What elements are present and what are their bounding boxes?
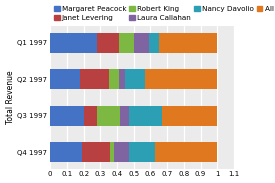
Bar xyxy=(80,69,109,89)
Bar xyxy=(84,106,97,126)
Bar xyxy=(125,69,145,89)
Bar xyxy=(119,33,134,53)
Bar xyxy=(50,33,97,53)
Bar xyxy=(110,142,114,162)
Bar xyxy=(162,106,217,126)
Y-axis label: Total Revenue: Total Revenue xyxy=(6,71,15,124)
Bar xyxy=(134,33,149,53)
Legend: Margaret Peacock, Janet Levering, Robert King, Laura Callahan, Nancy Davolio, Al: Margaret Peacock, Janet Levering, Robert… xyxy=(54,5,275,21)
Bar xyxy=(50,106,84,126)
Bar xyxy=(97,106,120,126)
Bar xyxy=(50,69,80,89)
Bar xyxy=(120,106,129,126)
Bar xyxy=(109,69,119,89)
Bar xyxy=(145,69,217,89)
Bar xyxy=(129,106,162,126)
Bar xyxy=(82,142,110,162)
Bar xyxy=(159,33,217,53)
Bar xyxy=(149,33,159,53)
Bar xyxy=(114,142,129,162)
Bar xyxy=(119,69,125,89)
Bar xyxy=(155,142,217,162)
Bar xyxy=(50,142,82,162)
Bar xyxy=(97,33,119,53)
Bar xyxy=(129,142,155,162)
